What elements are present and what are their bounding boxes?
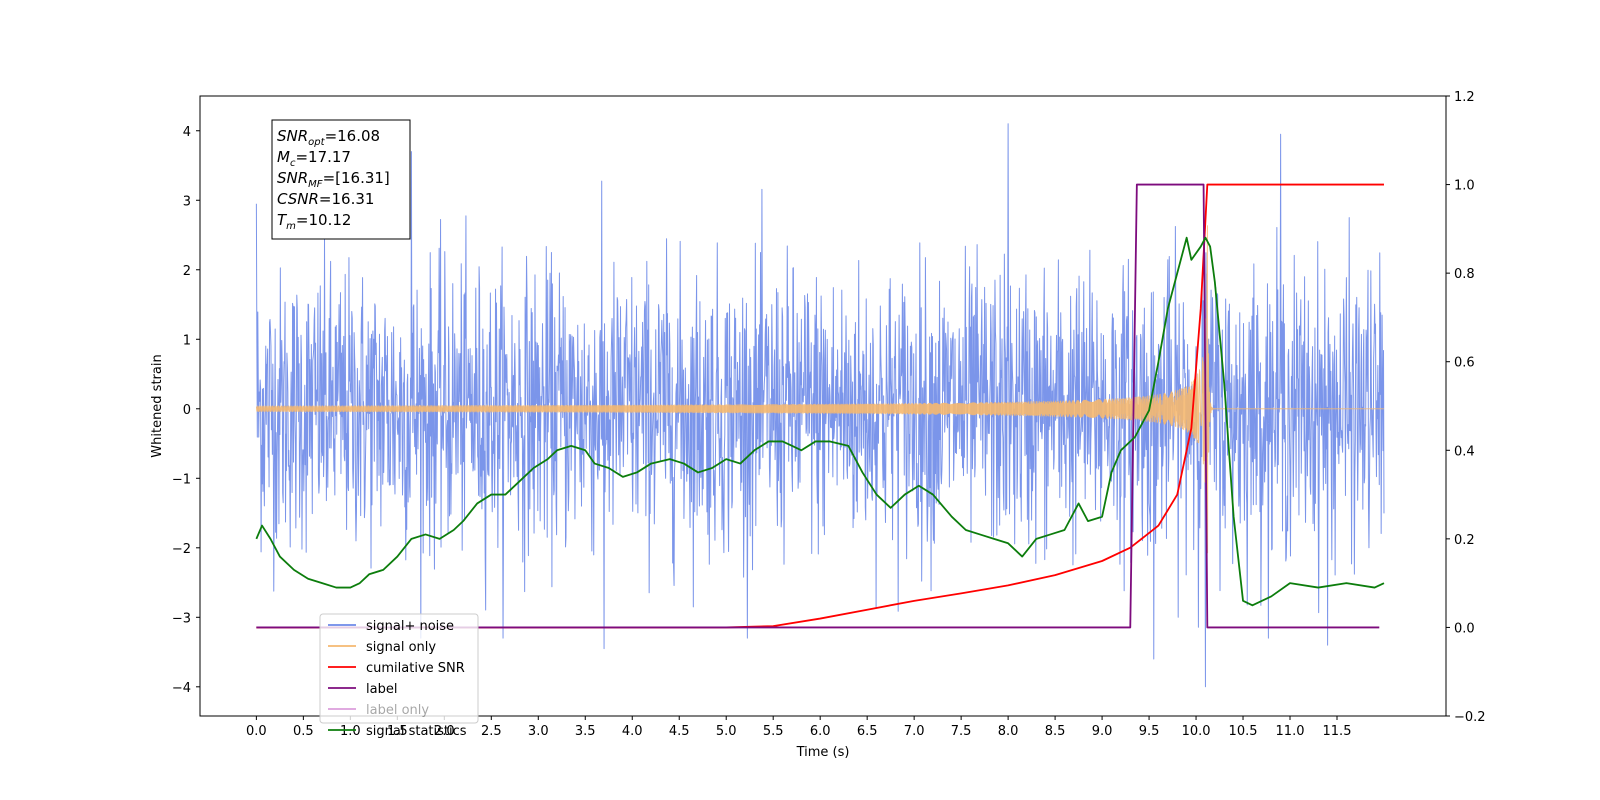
y-right-tick-label: 0.6 xyxy=(1454,356,1475,371)
x-tick-label: 0.5 xyxy=(293,724,314,739)
x-tick-label: 2.5 xyxy=(481,724,502,739)
y-left-tick-label: 1 xyxy=(183,333,191,348)
x-tick-label: 2.0 xyxy=(434,724,455,739)
x-tick-label: 3.0 xyxy=(528,724,549,739)
legend-label: signal only xyxy=(366,640,436,655)
y-right-tick-label: 0.2 xyxy=(1454,533,1475,548)
x-tick-label: 11.0 xyxy=(1276,724,1305,739)
x-tick-label: 6.0 xyxy=(810,724,831,739)
y-right-tick-label: 0.4 xyxy=(1454,444,1475,459)
series-line-signal-statistics xyxy=(255,236,1385,607)
x-tick-label: 7.5 xyxy=(951,724,972,739)
info-box-frame xyxy=(271,119,411,240)
y-left-tick-label: −4 xyxy=(172,681,191,696)
x-tick-label: 4.5 xyxy=(669,724,690,739)
x-tick-label: 5.0 xyxy=(716,724,737,739)
x-tick-label: 4.0 xyxy=(622,724,643,739)
legend: signal+ noise signal only cumilative SNR la… xyxy=(319,613,479,739)
x-tick-label: 8.5 xyxy=(1045,724,1066,739)
y-left-tick-label: 4 xyxy=(183,125,191,140)
info-line: Mc=17.17 xyxy=(277,148,351,169)
legend-label: label xyxy=(366,682,397,697)
y-left-tick-label: −2 xyxy=(172,542,191,557)
series-line-signal-noise xyxy=(255,123,1385,688)
series-line-label xyxy=(256,183,1380,629)
x-tick-label: 10.0 xyxy=(1182,724,1211,739)
info-box: SNRopt=16.08Mc=17.17SNRMF=[16.31]CSNR=16… xyxy=(271,119,411,240)
y-right-tick-label: 0.0 xyxy=(1454,621,1475,636)
x-tick-label: 8.0 xyxy=(998,724,1019,739)
info-line: SNRopt=16.08 xyxy=(277,127,380,148)
plot-frame xyxy=(199,95,1447,717)
x-tick-label: 9.5 xyxy=(1139,724,1160,739)
x-tick-label: 10.5 xyxy=(1229,724,1258,739)
x-tick-label: 0.0 xyxy=(246,724,267,739)
legend-label: signal statistics xyxy=(366,724,467,739)
x-tick-label: 1.0 xyxy=(340,724,361,739)
legend-items: signal+ noise signal only cumilative SNR la… xyxy=(328,619,467,739)
x-tick-label: 6.5 xyxy=(857,724,878,739)
x-tick-label: 11.5 xyxy=(1323,724,1352,739)
x-axis-label: Time (s) xyxy=(796,745,850,760)
legend-label: cumilative SNR xyxy=(366,661,465,676)
legend-label: signal+ noise xyxy=(366,619,454,634)
series-layer xyxy=(255,123,1385,688)
y-left-tick-label: −3 xyxy=(172,611,191,626)
x-tick-label: 9.0 xyxy=(1092,724,1113,739)
y-left-tick-label: 0 xyxy=(183,403,191,418)
legend-frame xyxy=(319,613,479,724)
info-line: CSNR=16.31 xyxy=(277,190,374,208)
y-right-tick-label: 0.8 xyxy=(1454,267,1475,282)
x-tick-label: 3.5 xyxy=(575,724,596,739)
info-lines: SNRopt=16.08Mc=17.17SNRMF=[16.31]CSNR=16… xyxy=(277,127,390,232)
series-line-cumilative-snr xyxy=(256,183,1384,629)
y-right-tick-label: −0.2 xyxy=(1454,710,1486,725)
axes-layer: 0.0 0.5 1.0 1.5 2.0 2.5 3.0 3.5 4.0 4.5 5.0 5.5 6.0 6… xyxy=(172,90,1486,739)
y-right-tick-label: 1.2 xyxy=(1454,90,1475,105)
info-line: Tm=10.12 xyxy=(277,211,351,232)
y-left-tick-label: −1 xyxy=(172,472,191,487)
series-line-signal-only xyxy=(255,225,1385,566)
y-right-tick-label: 1.0 xyxy=(1454,179,1475,194)
x-tick-label: 7.0 xyxy=(904,724,925,739)
x-tick-label: 5.5 xyxy=(763,724,784,739)
y-left-tick-label: 2 xyxy=(183,264,191,279)
legend-label: label only xyxy=(366,703,429,718)
y-left-tick-label: 3 xyxy=(183,194,191,209)
info-line: SNRMF=[16.31] xyxy=(277,169,390,190)
y-axis-label-left: Whitened strain xyxy=(150,354,165,457)
x-tick-label: 1.5 xyxy=(387,724,408,739)
